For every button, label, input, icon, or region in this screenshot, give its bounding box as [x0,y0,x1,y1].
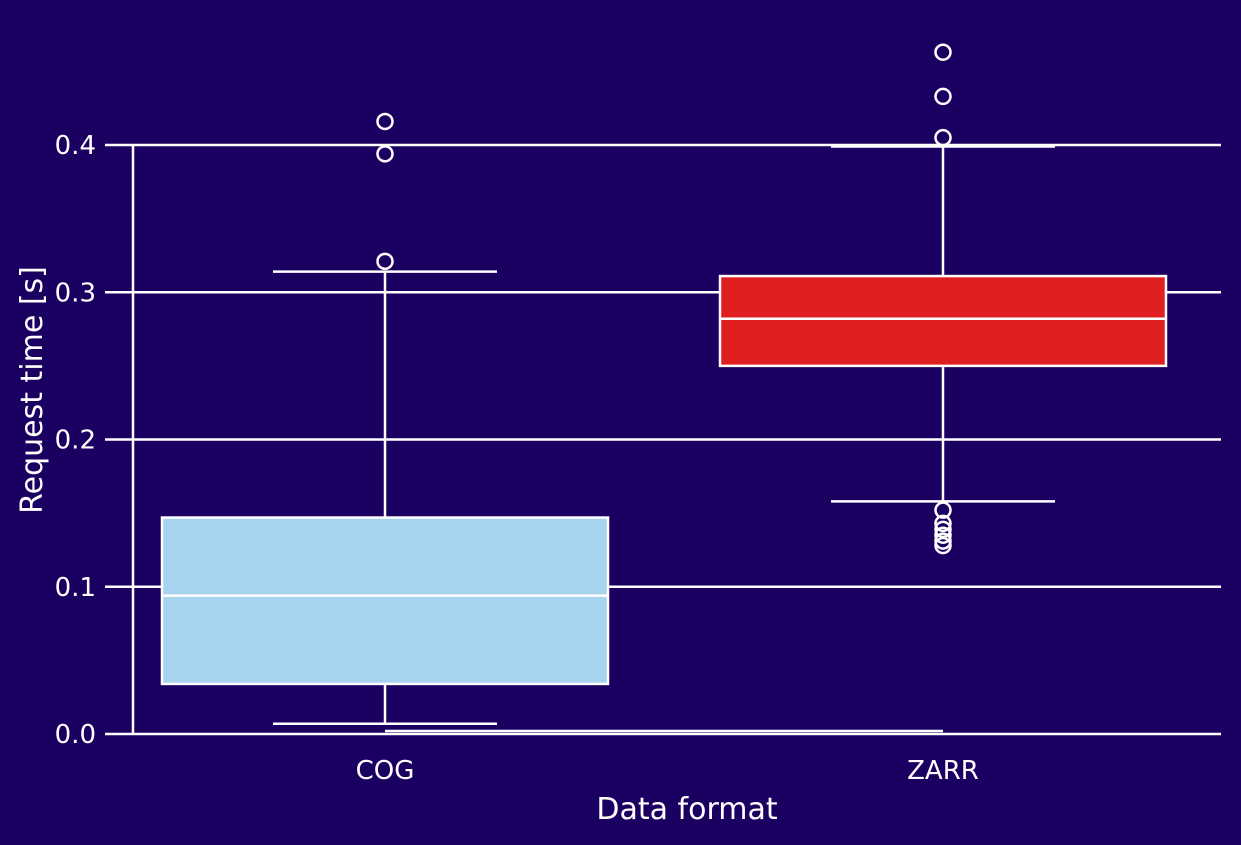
x-tick-label: ZARR [907,756,979,786]
outlier-point [376,252,394,271]
x-axis-label: Data format [596,792,777,827]
outlier-point [934,526,952,544]
outlier-point [934,501,952,519]
y-axis-label: Request time [s] [15,266,50,514]
box-body [160,516,610,686]
outlier-point [934,532,952,550]
outlier-point [376,112,394,131]
box-body [718,274,1168,368]
outlier-point [934,87,952,106]
x-tick-label: COG [356,756,415,786]
axes: 0.0 0.1 0.2 0.3 0.4 COG ZARR [55,131,979,786]
box-zarr [718,43,1168,555]
box-series [160,43,1168,725]
outlier-point [934,43,952,61]
box-cog [160,112,610,725]
outlier-point [934,128,952,147]
outlier-point [376,145,394,163]
y-tick-label: 0.0 [55,720,96,750]
y-tick-label: 0.1 [55,573,96,603]
y-tick-label: 0.2 [55,426,96,456]
outlier-point [934,514,952,533]
y-tick-label: 0.3 [55,278,96,308]
axis-labels: Data format Request time [s] [15,266,778,827]
y-tick-label: 0.4 [55,131,96,161]
outlier-point [934,520,952,539]
